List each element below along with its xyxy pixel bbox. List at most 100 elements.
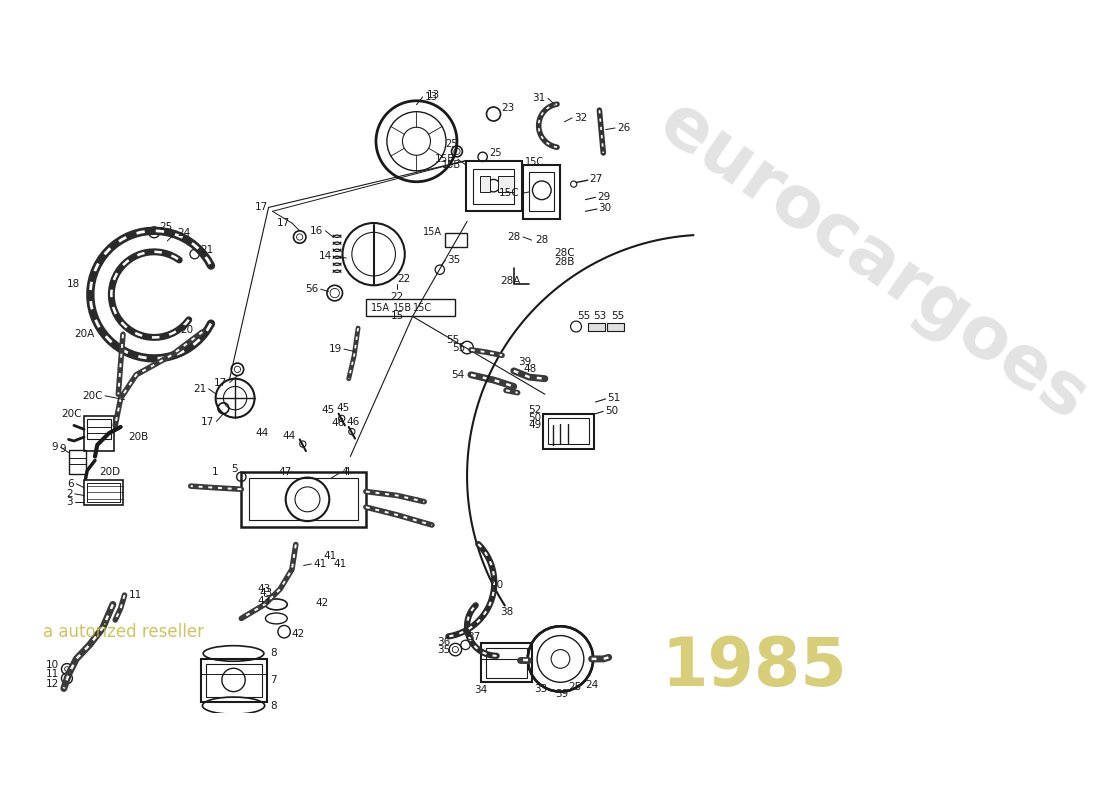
Text: 40: 40 bbox=[491, 580, 504, 590]
Text: 34: 34 bbox=[474, 685, 487, 695]
Text: 33: 33 bbox=[535, 683, 548, 694]
Text: 35: 35 bbox=[448, 255, 461, 266]
Text: 20C: 20C bbox=[82, 391, 102, 401]
Bar bbox=[366, 299, 455, 317]
Text: 25: 25 bbox=[446, 138, 458, 149]
Text: 15A: 15A bbox=[372, 303, 390, 313]
Bar bbox=[84, 416, 113, 451]
Text: 20B: 20B bbox=[129, 432, 149, 442]
Bar bbox=[548, 418, 590, 444]
Text: 10: 10 bbox=[46, 660, 59, 670]
Text: 17: 17 bbox=[276, 218, 289, 228]
Text: 15B: 15B bbox=[442, 160, 461, 170]
Text: 55: 55 bbox=[612, 311, 625, 322]
Bar bbox=[607, 322, 625, 331]
Bar bbox=[87, 483, 120, 502]
Text: 53: 53 bbox=[594, 311, 607, 322]
Text: 13: 13 bbox=[425, 92, 438, 102]
Text: 17: 17 bbox=[201, 417, 214, 426]
Text: 19: 19 bbox=[329, 344, 342, 354]
Text: 12: 12 bbox=[46, 679, 59, 689]
Text: 46: 46 bbox=[346, 417, 360, 426]
Bar bbox=[529, 173, 554, 211]
Text: 21: 21 bbox=[192, 384, 207, 394]
Bar bbox=[480, 176, 491, 192]
Text: 20A: 20A bbox=[75, 329, 95, 338]
Text: 3: 3 bbox=[66, 497, 73, 506]
Text: 42: 42 bbox=[292, 629, 305, 639]
Text: 37: 37 bbox=[468, 632, 481, 642]
Text: 43: 43 bbox=[257, 595, 271, 606]
Text: 15C: 15C bbox=[498, 189, 519, 198]
Bar bbox=[84, 480, 123, 505]
Text: 51: 51 bbox=[607, 393, 620, 403]
Text: 16: 16 bbox=[310, 226, 323, 236]
Text: 41: 41 bbox=[323, 551, 337, 561]
Bar bbox=[87, 419, 110, 438]
Text: 15C: 15C bbox=[412, 303, 431, 313]
Text: 45: 45 bbox=[321, 405, 334, 415]
Text: 20C: 20C bbox=[62, 410, 81, 419]
Bar bbox=[201, 659, 267, 702]
Text: 43: 43 bbox=[260, 588, 273, 598]
Bar bbox=[587, 322, 605, 331]
Text: 28B: 28B bbox=[554, 257, 574, 267]
Text: 56: 56 bbox=[305, 284, 318, 294]
Text: 22: 22 bbox=[390, 291, 404, 302]
Text: 49: 49 bbox=[528, 420, 542, 430]
Bar bbox=[473, 169, 514, 203]
Text: 35: 35 bbox=[437, 645, 450, 654]
Text: 18: 18 bbox=[67, 278, 80, 289]
Text: 38: 38 bbox=[500, 607, 514, 618]
Text: 28A: 28A bbox=[499, 276, 520, 286]
Bar bbox=[206, 663, 262, 697]
Bar bbox=[446, 233, 468, 247]
Text: 46: 46 bbox=[331, 418, 344, 428]
Text: 41: 41 bbox=[314, 559, 327, 569]
Text: 15A: 15A bbox=[424, 226, 442, 237]
Text: 28: 28 bbox=[536, 235, 549, 245]
Text: 54: 54 bbox=[451, 370, 464, 380]
Text: 42: 42 bbox=[316, 598, 329, 608]
Text: 7: 7 bbox=[271, 675, 277, 685]
Text: 43: 43 bbox=[257, 584, 271, 594]
Text: 55: 55 bbox=[578, 311, 591, 322]
Text: 48: 48 bbox=[524, 364, 537, 374]
Text: 36: 36 bbox=[437, 637, 450, 646]
Text: 30: 30 bbox=[598, 203, 612, 214]
Text: 55: 55 bbox=[452, 342, 465, 353]
Text: 26: 26 bbox=[617, 123, 630, 133]
Text: 25: 25 bbox=[568, 682, 581, 692]
Text: 47: 47 bbox=[278, 467, 292, 477]
Bar bbox=[241, 472, 366, 526]
Text: 23: 23 bbox=[502, 102, 515, 113]
Text: 31: 31 bbox=[532, 94, 546, 103]
Text: 25: 25 bbox=[160, 222, 173, 232]
Text: 44: 44 bbox=[255, 428, 268, 438]
Bar bbox=[543, 414, 594, 449]
Text: 32: 32 bbox=[574, 113, 587, 123]
Text: 55: 55 bbox=[446, 334, 460, 345]
Text: 1: 1 bbox=[211, 467, 218, 477]
Text: 15B: 15B bbox=[393, 303, 412, 313]
Bar bbox=[249, 478, 359, 520]
Text: eurocargoes: eurocargoes bbox=[646, 89, 1100, 435]
Text: 17: 17 bbox=[214, 378, 228, 387]
Text: 8: 8 bbox=[271, 649, 277, 658]
Text: 9: 9 bbox=[52, 442, 58, 452]
Text: 17: 17 bbox=[255, 202, 268, 213]
Bar bbox=[465, 161, 521, 211]
Text: 1985: 1985 bbox=[662, 634, 847, 700]
Text: 25: 25 bbox=[488, 148, 502, 158]
Text: 22: 22 bbox=[397, 274, 410, 284]
Text: 44: 44 bbox=[283, 430, 296, 441]
Text: 20: 20 bbox=[180, 326, 194, 335]
Text: 39: 39 bbox=[556, 689, 569, 699]
Text: 11: 11 bbox=[46, 670, 59, 679]
Bar bbox=[481, 643, 531, 682]
Text: 8: 8 bbox=[271, 701, 277, 710]
Text: 6: 6 bbox=[67, 478, 74, 489]
Bar bbox=[524, 165, 561, 219]
Text: 4: 4 bbox=[341, 467, 348, 477]
Text: 5: 5 bbox=[231, 464, 238, 474]
